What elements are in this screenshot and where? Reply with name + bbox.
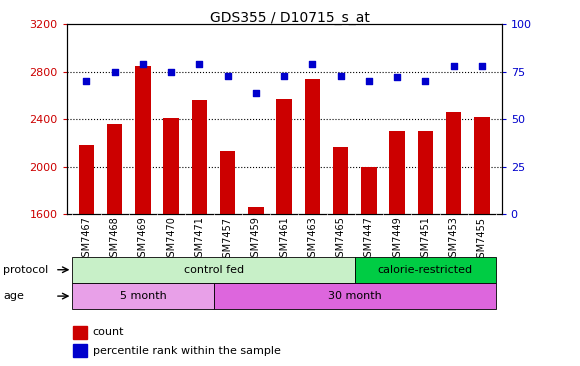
Bar bbox=[248, 207, 264, 214]
Text: GSM7468: GSM7468 bbox=[110, 217, 119, 263]
Text: GSM7463: GSM7463 bbox=[307, 217, 317, 263]
Bar bbox=[107, 124, 122, 214]
Bar bbox=[418, 131, 433, 214]
Bar bbox=[474, 117, 490, 214]
Text: GSM7451: GSM7451 bbox=[420, 217, 430, 264]
Bar bbox=[192, 100, 207, 214]
Point bbox=[364, 78, 374, 84]
Point bbox=[110, 69, 119, 75]
Bar bbox=[361, 167, 376, 214]
Bar bbox=[333, 147, 349, 214]
Text: GSM7467: GSM7467 bbox=[81, 217, 92, 264]
Bar bbox=[72, 283, 213, 309]
Text: GSM7471: GSM7471 bbox=[194, 217, 205, 264]
Text: GSM7455: GSM7455 bbox=[477, 217, 487, 264]
Bar bbox=[79, 146, 94, 214]
Bar bbox=[164, 118, 179, 214]
Point bbox=[223, 72, 233, 78]
Text: GSM7465: GSM7465 bbox=[336, 217, 346, 264]
Point bbox=[449, 63, 458, 69]
Text: 30 month: 30 month bbox=[328, 291, 382, 301]
Point bbox=[166, 69, 176, 75]
Point bbox=[421, 78, 430, 84]
Point bbox=[82, 78, 91, 84]
Point bbox=[251, 90, 260, 96]
Text: GSM7470: GSM7470 bbox=[166, 217, 176, 264]
Text: calorie-restricted: calorie-restricted bbox=[378, 265, 473, 275]
Bar bbox=[72, 257, 355, 283]
Bar bbox=[446, 112, 462, 214]
Text: GSM7461: GSM7461 bbox=[279, 217, 289, 263]
Text: age: age bbox=[3, 291, 24, 301]
Point bbox=[477, 63, 487, 69]
Text: count: count bbox=[93, 327, 124, 337]
Text: percentile rank within the sample: percentile rank within the sample bbox=[93, 346, 281, 356]
Bar bbox=[277, 99, 292, 214]
Bar bbox=[135, 66, 151, 214]
Point bbox=[393, 75, 402, 81]
Text: protocol: protocol bbox=[3, 265, 48, 275]
Point bbox=[308, 61, 317, 67]
Bar bbox=[72, 344, 87, 357]
Point bbox=[336, 72, 345, 78]
Text: GDS355 / D10715_s_at: GDS355 / D10715_s_at bbox=[210, 11, 370, 25]
Text: GSM7453: GSM7453 bbox=[449, 217, 459, 264]
Point bbox=[280, 72, 289, 78]
Text: GSM7457: GSM7457 bbox=[223, 217, 233, 264]
Bar bbox=[304, 79, 320, 214]
Bar bbox=[72, 326, 87, 339]
Bar bbox=[389, 131, 405, 214]
Bar bbox=[213, 283, 496, 309]
Point bbox=[195, 61, 204, 67]
Text: GSM7447: GSM7447 bbox=[364, 217, 374, 264]
Bar bbox=[220, 152, 235, 214]
Text: GSM7449: GSM7449 bbox=[392, 217, 402, 263]
Text: GSM7459: GSM7459 bbox=[251, 217, 261, 264]
Bar bbox=[355, 257, 496, 283]
Text: GSM7469: GSM7469 bbox=[138, 217, 148, 263]
Text: 5 month: 5 month bbox=[119, 291, 166, 301]
Text: control fed: control fed bbox=[183, 265, 244, 275]
Point bbox=[138, 61, 147, 67]
